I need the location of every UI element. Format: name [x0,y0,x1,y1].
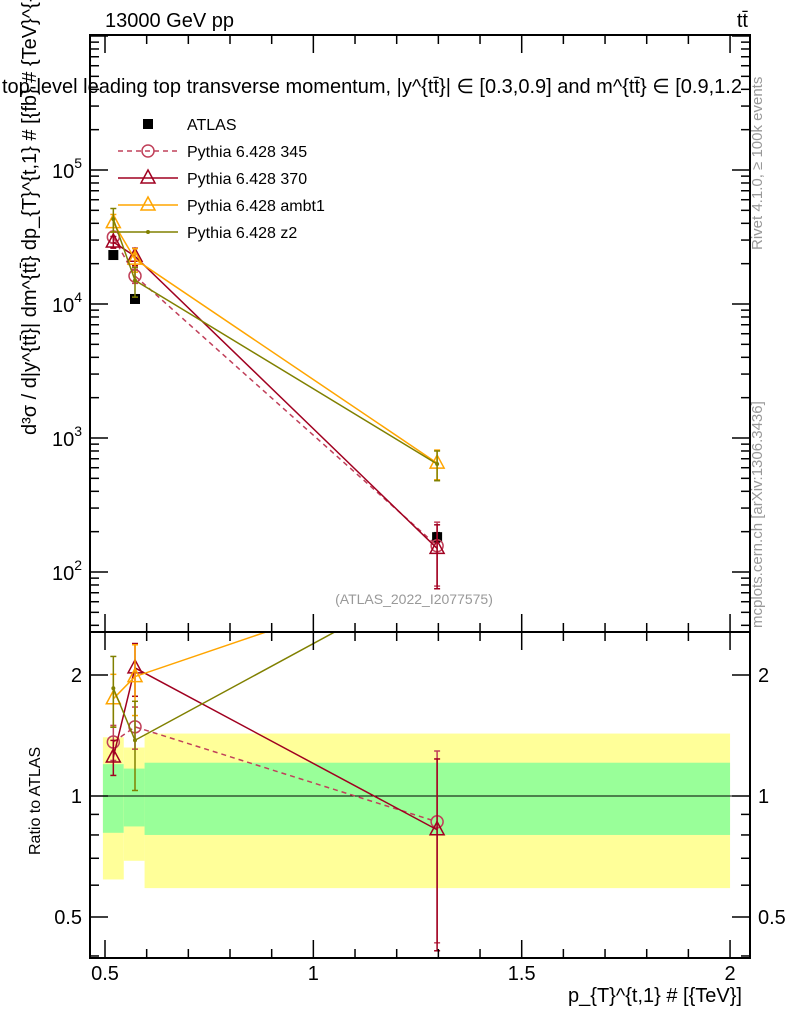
data-point [111,686,116,691]
y-tick-exponent: 3 [74,423,82,439]
ratio-uncertainty-bands [90,733,750,889]
y-axis-label: d³σ / d|y^{tt̄}| dm^{tt̄} dp_{T}^{t,1} #… [19,0,41,435]
ratio-y-axis-label: Ratio to ATLAS [27,747,44,855]
main-plot-marks [105,207,446,590]
legend-marker [139,168,157,184]
y-tick-label: 103 [52,423,82,451]
data-point [133,738,138,743]
ratio-band-green [102,764,124,833]
data-point [428,820,446,836]
y-tick-exponent: 4 [74,289,82,305]
y-tick-exponent: 2 [74,557,82,573]
data-point [133,278,138,283]
legend-label: Pythia 6.428 ambt1 [187,198,325,215]
ratio-y-tick-label-right: 1 [758,786,769,808]
process-label: tt̄ [737,10,749,32]
y-tick-exponent: 5 [74,155,82,171]
ratio-y-tick-label: 2 [71,665,82,687]
analysis-id: (ATLAS_2022_I2077575) [335,591,493,607]
x-axis-label: p_{T}^{t,1} # [{TeV}] [568,985,742,1007]
legend-marker [141,144,155,158]
rivet-label: Rivet 4.1.0, ≥ 100k events [749,77,766,250]
legend-marker [146,230,150,234]
series-line-2 [112,241,438,549]
legend-label: Pythia 6.428 345 [187,144,307,161]
ratio-y-tick-label: 0.5 [54,907,82,929]
data-point [105,232,122,248]
x-tick-label: 2 [724,963,735,985]
y-tick-label: 105 [52,155,82,183]
ratio-band-green [123,768,145,827]
ratio-plot-marks [105,632,446,952]
mcplots-label: mcplots.cern.ch [arXiv:1306.3436] [749,401,766,628]
legend-label: Pythia 6.428 z2 [187,225,297,242]
series-line-1 [112,725,438,823]
data-point [435,461,440,466]
data-point [111,217,116,222]
y-tick-label: 102 [52,557,82,585]
data-point [126,249,144,265]
y-tick-label: 104 [52,289,82,317]
legend-marker [139,195,157,211]
ratio-y-tick-label-right: 2 [758,665,769,687]
legend-label: Pythia 6.428 370 [187,171,307,188]
legend-marker [143,119,153,129]
data-point [105,747,122,763]
data-point [428,538,446,555]
legend: ATLAS Pythia 6.428 345 Pythia 6.428 370 Pyt… [118,117,325,242]
x-tick-label: 1 [308,963,319,985]
ratio-frame [89,631,751,959]
series-line-4 [112,218,438,465]
x-tick-label: 0.5 [91,963,119,985]
data-point [108,250,119,261]
x-tick-label: 1.5 [508,963,536,985]
ratio-y-tick-label-right: 0.5 [758,907,786,929]
energy-label: 13000 GeV pp [105,10,234,32]
data-point [126,667,144,683]
ratio-y-tick-label: 1 [71,786,82,808]
series-line-3 [112,222,438,464]
plot-title: top-level leading top transverse momentu… [2,76,742,98]
data-point [130,293,141,304]
legend-label: ATLAS [187,117,237,134]
